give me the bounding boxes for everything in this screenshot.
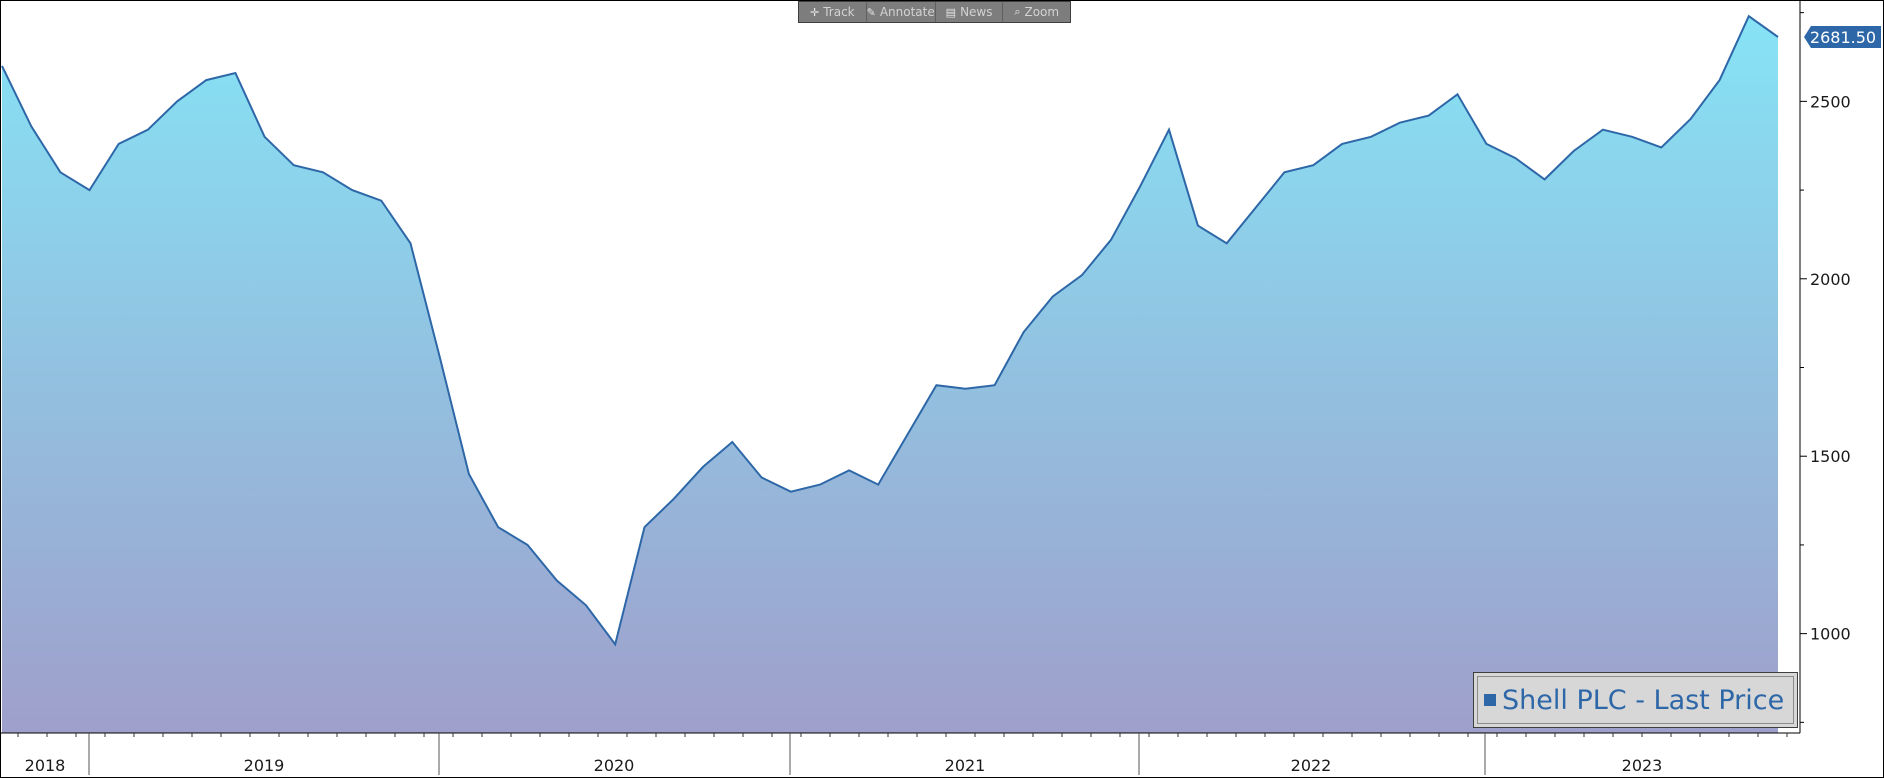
track-button[interactable]: ✛ Track [799,2,867,22]
y-tick-label: 2500 [1810,92,1851,111]
magnifier-icon: ⌕ [1014,5,1021,18]
legend-inner-border [1477,676,1794,724]
x-tick-label: 2018 [25,756,66,775]
legend-swatch [1484,694,1496,706]
x-tick-label: 2022 [1291,756,1332,775]
pencil-icon: ✎ [866,5,876,19]
y-tick-label: 1000 [1810,625,1851,644]
chart-legend[interactable]: Shell PLC - Last Price [1473,672,1798,728]
news-label: News [960,5,993,19]
y-tick-label: 1500 [1810,447,1851,466]
news-icon: ▤ [945,5,957,19]
legend-label: Shell PLC - Last Price [1502,684,1785,716]
x-tick-label: 2023 [1622,756,1663,775]
x-tick-label: 2021 [945,756,986,775]
annotate-label: Annotate [879,5,935,19]
zoom-label: Zoom [1024,5,1060,19]
annotate-button[interactable]: ✎ Annotate [867,2,936,22]
x-tick-label: 2020 [594,756,635,775]
price-area-fill [2,16,1778,733]
last-price-badge [1804,25,1881,48]
last-price-value: 2681.50 [1810,28,1876,47]
x-tick-label: 2019 [244,756,285,775]
crosshair-icon: ✛ [810,5,820,19]
y-tick-label: 2000 [1810,270,1851,289]
track-label: Track [823,5,855,19]
chart-toolbar: ✛ Track ✎ Annotate ▤ News ⌕ Zoom [798,1,1071,23]
news-button[interactable]: ▤ News [936,2,1004,22]
price-series-line [1,14,1779,647]
zoom-button[interactable]: ⌕ Zoom [1003,2,1070,22]
